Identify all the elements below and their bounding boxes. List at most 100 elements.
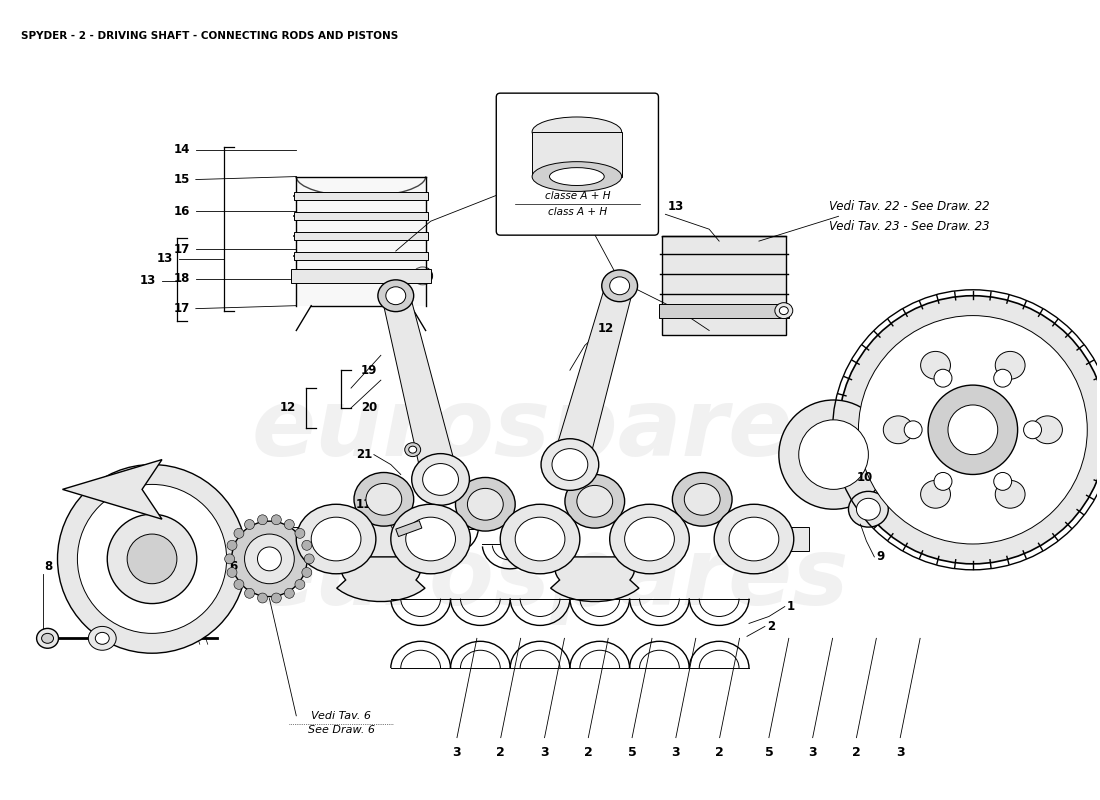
Text: Vedi Tav. 23 - See Draw. 23: Vedi Tav. 23 - See Draw. 23: [828, 220, 989, 233]
Circle shape: [858, 315, 1087, 544]
Ellipse shape: [390, 504, 471, 574]
Text: 11: 11: [356, 498, 372, 510]
Ellipse shape: [378, 280, 414, 312]
Ellipse shape: [96, 632, 109, 644]
Text: 3: 3: [671, 746, 680, 759]
Text: 20: 20: [361, 402, 377, 414]
Text: 15: 15: [174, 173, 190, 186]
Ellipse shape: [311, 517, 361, 561]
Ellipse shape: [1033, 416, 1063, 444]
Bar: [759, 527, 808, 551]
Text: 13: 13: [668, 200, 684, 213]
Circle shape: [227, 567, 236, 578]
Bar: [659, 304, 789, 318]
Circle shape: [257, 515, 267, 525]
Circle shape: [305, 554, 315, 564]
Ellipse shape: [455, 478, 515, 531]
Ellipse shape: [354, 473, 414, 526]
Circle shape: [301, 567, 311, 578]
Text: classe A + H: classe A + H: [544, 191, 610, 202]
Text: 19: 19: [361, 364, 377, 377]
Text: 3: 3: [540, 746, 549, 759]
Circle shape: [913, 400, 972, 459]
Ellipse shape: [609, 504, 690, 574]
Ellipse shape: [996, 351, 1025, 379]
Circle shape: [227, 540, 236, 550]
Ellipse shape: [386, 286, 406, 305]
Ellipse shape: [412, 267, 432, 285]
Circle shape: [272, 515, 282, 525]
Text: 16: 16: [174, 205, 190, 218]
Text: 17: 17: [174, 242, 190, 255]
Circle shape: [1024, 421, 1042, 438]
Text: 6: 6: [230, 560, 238, 574]
Text: 4: 4: [544, 530, 553, 543]
Circle shape: [838, 296, 1100, 564]
Ellipse shape: [468, 488, 503, 520]
Ellipse shape: [411, 454, 470, 506]
Circle shape: [934, 473, 952, 490]
Circle shape: [234, 528, 244, 538]
Text: 5: 5: [628, 746, 637, 759]
Ellipse shape: [550, 168, 604, 186]
Text: 13: 13: [140, 274, 156, 287]
Circle shape: [257, 547, 282, 571]
Polygon shape: [337, 557, 425, 602]
Ellipse shape: [296, 504, 376, 574]
Ellipse shape: [418, 271, 428, 280]
Ellipse shape: [625, 517, 674, 561]
Circle shape: [928, 385, 1018, 474]
Ellipse shape: [88, 626, 117, 650]
Text: 7: 7: [120, 560, 129, 574]
Circle shape: [128, 534, 177, 584]
Circle shape: [107, 514, 197, 603]
Ellipse shape: [996, 480, 1025, 508]
Ellipse shape: [541, 438, 598, 490]
Ellipse shape: [609, 277, 629, 294]
Ellipse shape: [42, 634, 54, 643]
Text: 17: 17: [174, 302, 190, 315]
Text: 5: 5: [764, 746, 773, 759]
Text: 14: 14: [174, 143, 190, 156]
Circle shape: [57, 465, 246, 654]
Text: 9: 9: [877, 550, 884, 563]
Ellipse shape: [422, 463, 459, 495]
Circle shape: [244, 519, 254, 530]
Circle shape: [234, 579, 244, 590]
Ellipse shape: [532, 162, 621, 191]
Bar: [295, 212, 428, 220]
Text: SPYDER - 2 - DRIVING SHAFT - CONNECTING RODS AND PISTONS: SPYDER - 2 - DRIVING SHAFT - CONNECTING …: [21, 30, 398, 41]
Polygon shape: [551, 557, 639, 602]
Ellipse shape: [779, 306, 789, 314]
Text: 2: 2: [584, 746, 593, 759]
Bar: [295, 232, 428, 240]
Text: 18: 18: [174, 272, 190, 286]
Text: 12: 12: [597, 322, 614, 335]
Text: 2: 2: [852, 746, 861, 759]
Text: 3: 3: [453, 746, 461, 759]
FancyBboxPatch shape: [496, 93, 659, 235]
Ellipse shape: [500, 504, 580, 574]
Text: 3: 3: [808, 746, 817, 759]
Text: eurospares: eurospares: [251, 533, 849, 625]
Text: Vedi Tav. 6: Vedi Tav. 6: [311, 710, 371, 721]
Text: 2: 2: [715, 746, 724, 759]
FancyBboxPatch shape: [662, 236, 785, 335]
Text: 12: 12: [279, 402, 296, 414]
Text: 13: 13: [157, 253, 173, 266]
Text: 1: 1: [786, 600, 795, 613]
Bar: [295, 272, 428, 280]
Ellipse shape: [729, 517, 779, 561]
Circle shape: [295, 528, 305, 538]
Text: 3: 3: [895, 746, 904, 759]
Circle shape: [224, 554, 234, 564]
Ellipse shape: [552, 449, 587, 481]
Ellipse shape: [684, 483, 721, 515]
Bar: [311, 521, 400, 557]
Ellipse shape: [774, 302, 793, 318]
Polygon shape: [63, 459, 162, 519]
Ellipse shape: [714, 504, 794, 574]
Circle shape: [284, 519, 295, 530]
Ellipse shape: [515, 517, 565, 561]
Ellipse shape: [848, 491, 889, 527]
